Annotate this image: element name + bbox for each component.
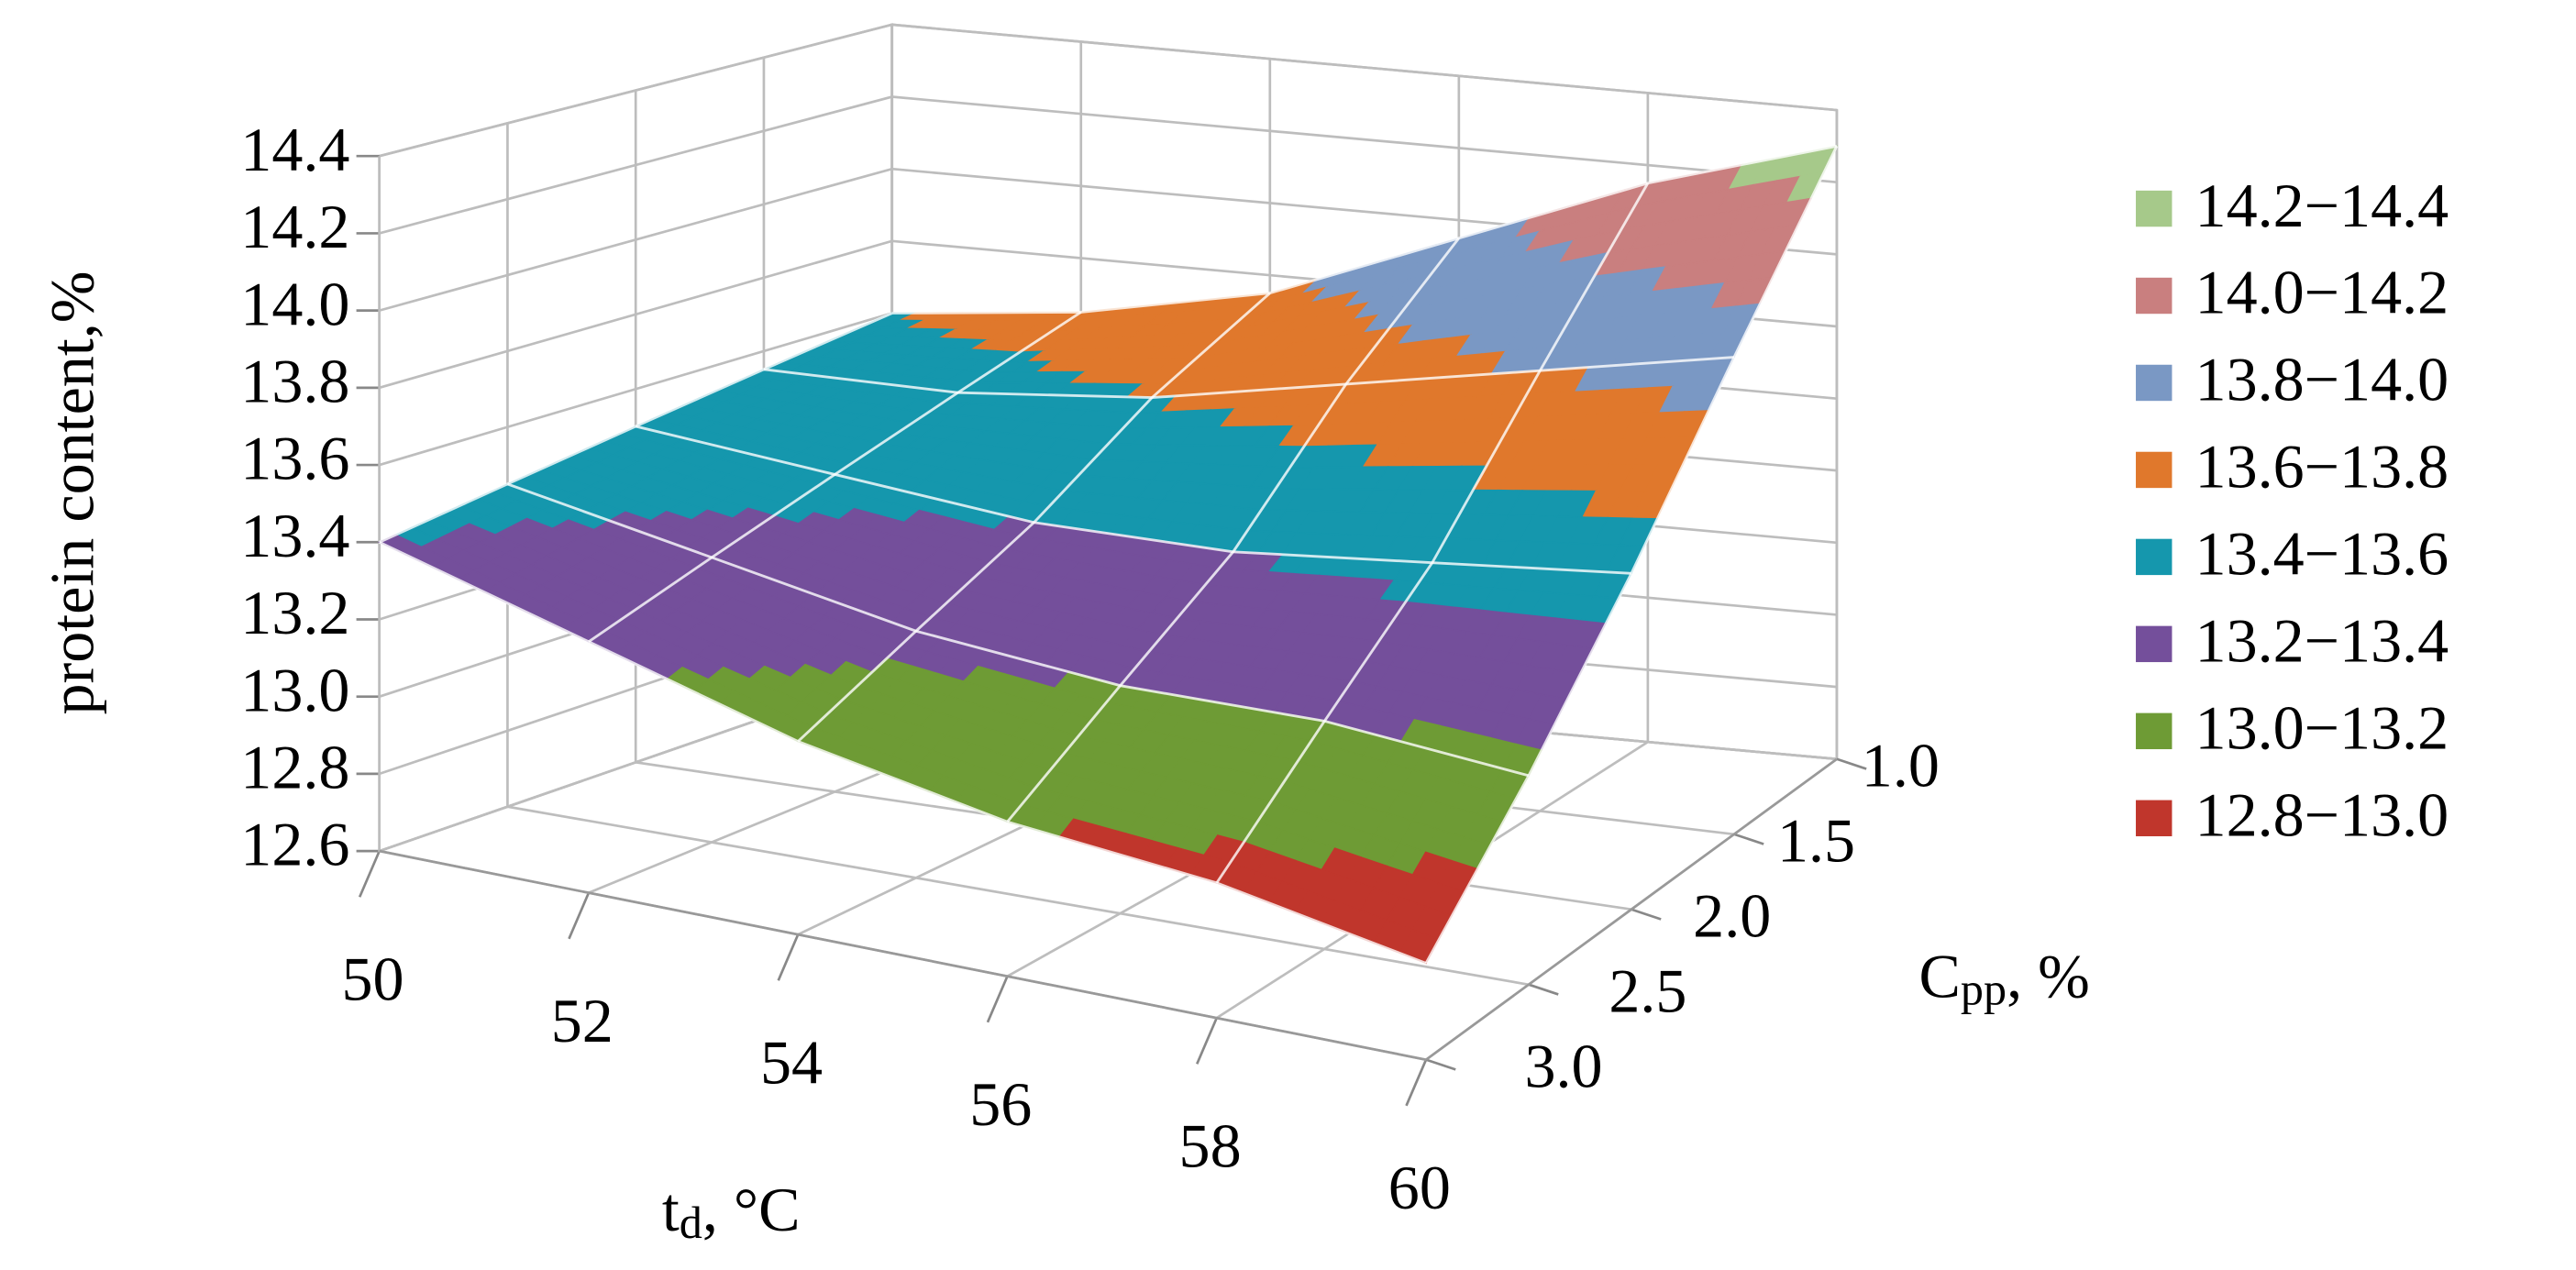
x-axis-title-part: , °C bbox=[702, 1174, 801, 1243]
surface-grid-line bbox=[891, 144, 1838, 315]
z-tick-label: 13.0 bbox=[240, 655, 349, 724]
x-tick-label: 50 bbox=[341, 944, 404, 1014]
legend-label: 13.4−13.6 bbox=[2195, 519, 2449, 589]
tick-mark bbox=[1733, 833, 1764, 845]
legend-swatch bbox=[2136, 451, 2172, 489]
surface-grid-line bbox=[1215, 182, 1650, 884]
tick-mark bbox=[568, 892, 591, 940]
z-tick-label: 13.2 bbox=[240, 578, 349, 647]
y-tick-label: 1.0 bbox=[1862, 731, 1940, 801]
x-tick-label: 60 bbox=[1388, 1153, 1451, 1222]
tick-mark bbox=[1528, 983, 1559, 996]
legend-swatch bbox=[2136, 538, 2172, 576]
surface-grid-line bbox=[635, 425, 1632, 575]
surface-grid-line bbox=[506, 482, 1530, 778]
tick-mark bbox=[1836, 757, 1867, 770]
z-tick-label: 14.4 bbox=[240, 115, 349, 184]
y-tick-label: 2.0 bbox=[1693, 881, 1771, 951]
legend-label: 13.0−13.2 bbox=[2195, 693, 2449, 763]
legend-swatch bbox=[2136, 712, 2172, 750]
tick-mark bbox=[1196, 1017, 1218, 1065]
legend-label: 14.0−14.2 bbox=[2195, 258, 2449, 327]
floor-edge bbox=[1425, 757, 1838, 1061]
y-tick-label: 3.0 bbox=[1525, 1032, 1603, 1101]
z-tick-label: 12.8 bbox=[240, 733, 349, 802]
z-tick-label: 13.8 bbox=[240, 346, 349, 415]
legend-label: 12.8−13.0 bbox=[2195, 779, 2449, 849]
tick-mark bbox=[1405, 1059, 1428, 1107]
tick-mark bbox=[1631, 908, 1662, 921]
z-tick-label: 14.2 bbox=[240, 192, 349, 261]
floor-edge bbox=[379, 849, 1427, 1061]
surface-grid-line bbox=[379, 312, 893, 544]
y-axis-title-part: , % bbox=[2007, 941, 2090, 1010]
tick-mark bbox=[986, 976, 1009, 1023]
surface-grid-line bbox=[588, 311, 1082, 644]
surface bbox=[377, 144, 1839, 965]
x-tick-label: 56 bbox=[969, 1069, 1032, 1139]
y-axis-title-part: pp bbox=[1961, 963, 2007, 1014]
x-axis-title-part: d bbox=[680, 1197, 702, 1248]
grid-line bbox=[506, 123, 1530, 987]
surface-grid-line bbox=[1424, 145, 1839, 965]
tick-mark bbox=[1425, 1058, 1456, 1071]
y-tick-label: 2.5 bbox=[1609, 956, 1686, 1026]
legend-swatch bbox=[2136, 277, 2172, 315]
tick-mark bbox=[358, 850, 381, 898]
grid-line bbox=[379, 23, 1838, 158]
x-axis-title: td, °C bbox=[662, 1174, 801, 1247]
z-tick-label: 13.4 bbox=[240, 501, 349, 570]
x-axis-title-part: t bbox=[662, 1174, 680, 1243]
surface-grid-line bbox=[1006, 237, 1460, 823]
legend-label: 13.8−14.0 bbox=[2195, 345, 2449, 414]
y-tick-label: 1.5 bbox=[1777, 806, 1855, 876]
x-tick-label: 58 bbox=[1179, 1111, 1242, 1181]
surface-grid-line bbox=[379, 540, 1427, 965]
z-tick-label: 14.0 bbox=[240, 269, 349, 338]
tick-mark bbox=[777, 933, 800, 981]
legend-label: 13.2−13.4 bbox=[2195, 606, 2449, 676]
x-tick-label: 54 bbox=[760, 1028, 823, 1098]
z-tick-label: 12.6 bbox=[240, 810, 349, 879]
legend-label: 13.6−13.8 bbox=[2195, 432, 2449, 502]
y-axis-title: Cpp, % bbox=[1919, 941, 2090, 1014]
x-tick-label: 52 bbox=[551, 986, 614, 1055]
legend-swatch bbox=[2136, 364, 2172, 402]
legend-swatch bbox=[2136, 190, 2172, 227]
legend-swatch bbox=[2136, 800, 2172, 836]
legend-label: 14.2−14.4 bbox=[2195, 171, 2449, 240]
z-axis-title: protein content,% bbox=[37, 271, 106, 715]
z-tick-label: 13.6 bbox=[240, 424, 349, 493]
surface-grid-line bbox=[797, 292, 1271, 743]
legend-swatch bbox=[2136, 625, 2172, 663]
y-axis-title-part: C bbox=[1919, 941, 1961, 1010]
surface-grid-line bbox=[763, 356, 1735, 400]
